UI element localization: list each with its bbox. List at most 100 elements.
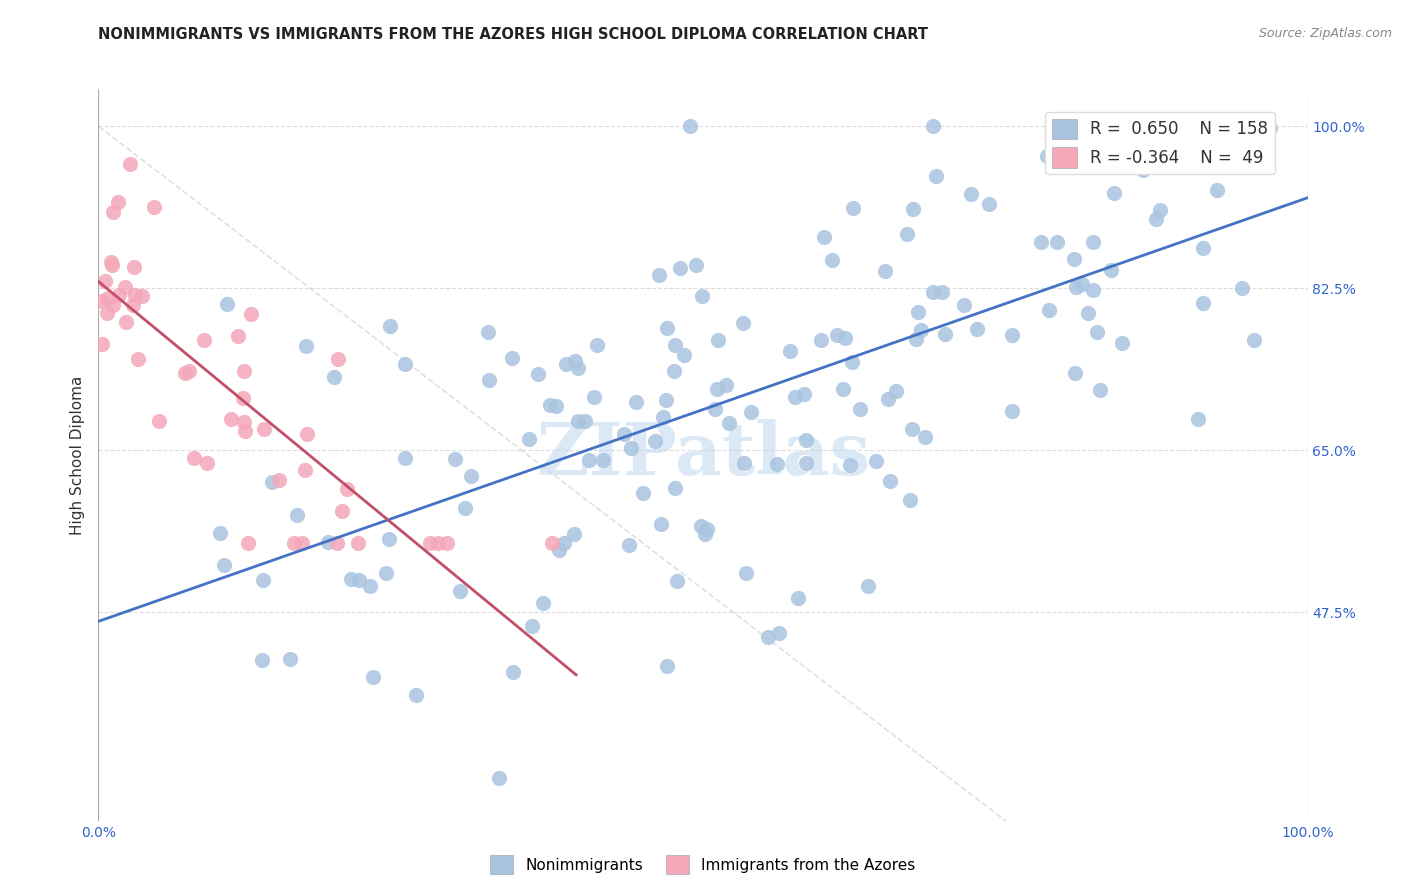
- Point: [96, 306, 118, 320]
- Point: [519, 432, 541, 446]
- Point: [903, 202, 925, 216]
- Point: [114, 280, 136, 294]
- Point: [654, 392, 676, 407]
- Point: [174, 366, 197, 380]
- Point: [97, 291, 120, 305]
- Point: [921, 120, 943, 134]
- Point: [839, 458, 862, 472]
- Point: [1239, 120, 1261, 134]
- Point: [966, 322, 988, 336]
- Point: [1099, 263, 1122, 277]
- Point: [664, 481, 686, 495]
- Point: [226, 328, 249, 343]
- Point: [827, 328, 849, 343]
- Point: [644, 434, 666, 448]
- Text: Source: ZipAtlas.com: Source: ZipAtlas.com: [1258, 27, 1392, 40]
- Point: [650, 517, 672, 532]
- Point: [340, 572, 363, 586]
- Point: [546, 399, 568, 413]
- Point: [567, 413, 589, 427]
- Point: [703, 402, 725, 417]
- Point: [219, 411, 242, 425]
- Point: [124, 288, 146, 302]
- Y-axis label: High School Diploma: High School Diploma: [69, 376, 84, 534]
- Point: [91, 293, 114, 308]
- Point: [394, 450, 416, 465]
- Point: [1230, 120, 1253, 134]
- Point: [768, 626, 790, 640]
- Point: [253, 422, 276, 436]
- Point: [617, 538, 640, 552]
- Point: [336, 482, 359, 496]
- Point: [900, 422, 922, 436]
- Point: [108, 288, 131, 302]
- Point: [707, 333, 730, 347]
- Point: [583, 390, 606, 404]
- Point: [380, 318, 402, 333]
- Point: [685, 259, 707, 273]
- Text: ZIPatlas: ZIPatlas: [536, 419, 870, 491]
- Point: [1220, 120, 1243, 134]
- Point: [444, 451, 467, 466]
- Point: [538, 398, 561, 412]
- Point: [548, 543, 571, 558]
- Point: [733, 316, 755, 330]
- Point: [232, 363, 254, 377]
- Point: [1102, 186, 1125, 200]
- Point: [436, 536, 458, 550]
- Point: [1149, 202, 1171, 217]
- Point: [679, 120, 702, 134]
- Point: [624, 394, 647, 409]
- Point: [285, 508, 308, 522]
- Point: [291, 536, 314, 550]
- Point: [907, 304, 929, 318]
- Point: [879, 475, 901, 489]
- Point: [1185, 120, 1208, 134]
- Point: [91, 336, 114, 351]
- Point: [849, 401, 872, 416]
- Point: [177, 363, 200, 377]
- Point: [856, 579, 879, 593]
- Point: [620, 441, 643, 455]
- Point: [787, 591, 810, 606]
- Point: [669, 261, 692, 276]
- Legend: Nonimmigrants, Immigrants from the Azores: Nonimmigrants, Immigrants from the Azore…: [484, 849, 922, 880]
- Point: [183, 451, 205, 466]
- Point: [1206, 183, 1229, 197]
- Point: [107, 195, 129, 210]
- Point: [295, 427, 318, 442]
- Point: [718, 416, 741, 430]
- Point: [783, 390, 806, 404]
- Point: [347, 574, 370, 588]
- Point: [531, 596, 554, 610]
- Point: [1132, 163, 1154, 178]
- Point: [232, 415, 254, 429]
- Point: [592, 452, 614, 467]
- Point: [103, 298, 125, 312]
- Point: [896, 227, 918, 242]
- Point: [562, 527, 585, 541]
- Point: [1250, 120, 1272, 134]
- Point: [1088, 383, 1111, 397]
- Point: [766, 458, 789, 472]
- Point: [454, 501, 477, 516]
- Point: [898, 493, 921, 508]
- Point: [212, 558, 235, 572]
- Point: [1064, 367, 1087, 381]
- Point: [689, 519, 711, 533]
- Point: [665, 574, 688, 588]
- Point: [1232, 281, 1254, 295]
- Point: [693, 527, 716, 541]
- Point: [330, 504, 353, 518]
- Point: [655, 321, 678, 335]
- Point: [283, 536, 305, 550]
- Point: [267, 473, 290, 487]
- Point: [904, 332, 927, 346]
- Point: [1077, 306, 1099, 320]
- Point: [1114, 123, 1136, 137]
- Point: [564, 354, 586, 368]
- Point: [696, 522, 718, 536]
- Point: [236, 536, 259, 550]
- Point: [215, 297, 238, 311]
- Point: [931, 285, 953, 299]
